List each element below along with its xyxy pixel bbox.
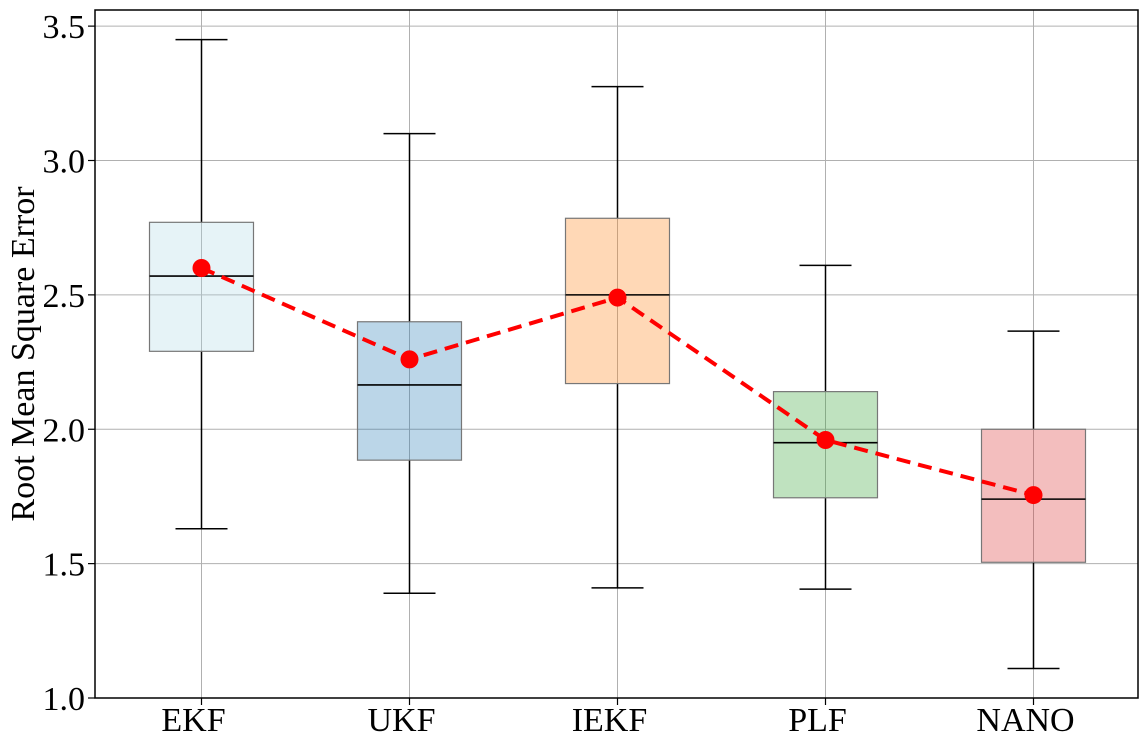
iqr-box (148, 221, 255, 352)
y-tick-label: 2.0 (43, 412, 86, 449)
y-tick-label: 1.5 (43, 547, 86, 584)
mean-point (400, 350, 419, 369)
x-tick-label: UKF (367, 702, 435, 739)
x-tick-label: NANO (976, 702, 1074, 739)
mean-point (608, 288, 627, 307)
y-tick-label: 3.5 (43, 9, 86, 46)
mean-point (816, 431, 835, 449)
mean-point (1024, 486, 1043, 505)
x-tick-label: EKF (161, 702, 225, 739)
x-tick-label: IEKF (572, 702, 648, 739)
y-tick-label: 2.5 (43, 278, 86, 315)
plot-frame (94, 9, 1139, 699)
y-tick-label: 1.0 (43, 681, 86, 718)
mean-series (192, 259, 1043, 505)
y-tick-label: 3.0 (43, 144, 86, 181)
axis-ticks: 1.0 1.5 2.0 2.5 3.0 3.5 EKF UKF IEKF PLF NANO (43, 9, 1075, 739)
mean-point (192, 259, 211, 277)
x-tick-label: PLF (788, 702, 847, 739)
y-axis-label: Root Mean Square Error (5, 186, 42, 522)
